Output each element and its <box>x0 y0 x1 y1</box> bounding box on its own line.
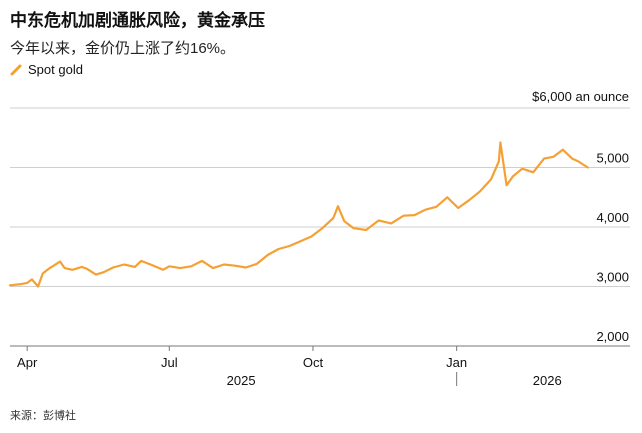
x-tick-label: Oct <box>303 355 324 370</box>
y-tick-label: 4,000 <box>596 210 629 225</box>
year-label: 2026 <box>533 373 562 388</box>
y-tick-label: 3,000 <box>596 270 629 285</box>
x-tick-label: Jan <box>446 355 467 370</box>
y-tick-label: 2,000 <box>596 329 629 344</box>
legend: Spot gold <box>10 62 83 77</box>
x-tick-label: Jul <box>161 355 178 370</box>
legend-label: Spot gold <box>28 62 83 77</box>
y-axis-unit-label: $6,000 an ounce <box>532 89 629 104</box>
y-tick-label: 5,000 <box>596 151 629 166</box>
x-tick-label: Apr <box>17 355 38 370</box>
series-line-spot-gold <box>8 141 589 288</box>
chart-title: 中东危机加剧通胀风险，黄金承压 <box>10 11 265 30</box>
source-note: 来源：彭博社 <box>10 410 76 422</box>
legend-swatch-icon <box>10 64 22 75</box>
chart-subtitle: 今年以来，金价仍上涨了约16%。 <box>10 40 236 57</box>
year-label: 2025 <box>227 373 256 388</box>
